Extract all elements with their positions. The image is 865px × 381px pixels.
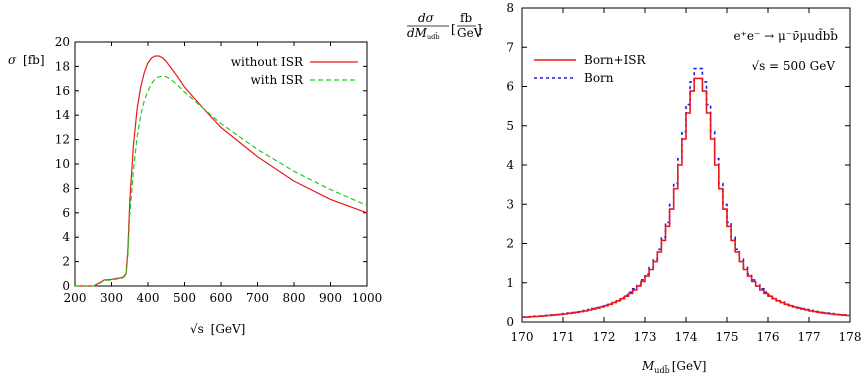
right-chart: 170 171 172 173 174 175 176 177 178 0 1 2 3 4 5 6 7 8 dσ… — [407, 1, 861, 375]
left-chart: 200 300 400 500 600 700 800 900 1000 0 2 4 6 8 10 12 14… — [8, 35, 382, 336]
right-y-tick-label: 2 — [506, 237, 514, 251]
right-y-tick-label: 6 — [506, 80, 514, 94]
right-series-histogram-1 — [522, 67, 850, 318]
left-y-tick-label: 10 — [55, 157, 70, 171]
right-x-tick-label: 172 — [593, 330, 616, 344]
left-series-line-1 — [75, 75, 368, 287]
left-x-tick-label: 400 — [137, 291, 160, 305]
right-x-tick-label: 174 — [675, 330, 698, 344]
left-y-tick-label: 8 — [62, 181, 70, 195]
left-y-tick-label: 20 — [55, 35, 70, 49]
right-x-tick-label: 177 — [798, 330, 821, 344]
right-y-tick-label: 3 — [506, 197, 514, 211]
left-x-tick-label: 600 — [210, 291, 233, 305]
right-y-label-num: dσ — [418, 11, 435, 25]
right-y-label-bracket-close: ] — [477, 22, 482, 36]
left-series-group — [75, 55, 368, 287]
right-series-group — [522, 67, 850, 318]
legend-label-born: Born — [584, 71, 614, 85]
right-plot-frame — [521, 7, 851, 323]
left-x-label: √s [GeV] — [190, 322, 245, 336]
right-x-label: Mudb̄ [GeV] — [641, 359, 706, 375]
energy-label: √s = 500 GeV — [751, 59, 835, 73]
left-x-tick-label: 900 — [319, 291, 342, 305]
left-x-tick-label: 200 — [64, 291, 87, 305]
right-x-tick-label: 173 — [634, 330, 657, 344]
left-series-line-0 — [75, 55, 368, 287]
right-series-histogram-0 — [522, 77, 850, 318]
right-x-tick-label: 170 — [511, 330, 534, 344]
right-x-tick-label: 175 — [716, 330, 739, 344]
right-y-label-unit-den: GeV — [457, 26, 483, 40]
right-y-tick-label: 7 — [506, 40, 514, 54]
left-y-axis: 0 2 4 6 8 10 12 14 16 18 20 — [55, 35, 367, 293]
legend-label-with-isr: with ISR — [251, 73, 304, 87]
right-y-tick-label: 8 — [506, 1, 514, 15]
right-y-tick-label: 0 — [506, 315, 514, 329]
right-y-axis: 0 1 2 3 4 5 6 7 8 — [506, 1, 850, 329]
right-y-label-bracket-open: [ — [451, 22, 456, 36]
legend-label-without-isr: without ISR — [231, 55, 304, 69]
right-x-tick-label: 178 — [839, 330, 862, 344]
left-x-tick-label: 800 — [283, 291, 306, 305]
left-y-tick-label: 14 — [55, 108, 71, 122]
right-y-tick-label: 5 — [506, 119, 514, 133]
left-legend: without ISR with ISR — [231, 55, 358, 87]
left-x-tick-label: 300 — [100, 291, 123, 305]
right-x-axis: 170 171 172 173 174 175 176 177 178 — [511, 8, 862, 344]
right-y-tick-label: 1 — [506, 276, 514, 290]
right-x-tick-label: 176 — [757, 330, 780, 344]
right-y-label: dσ dMudb̄ [ fb GeV ] — [407, 11, 483, 41]
left-x-axis: 200 300 400 500 600 700 800 900 1000 — [64, 42, 383, 305]
left-y-tick-label: 0 — [62, 279, 70, 293]
left-plot-frame — [74, 41, 368, 287]
right-y-label-unit-num: fb — [460, 11, 472, 25]
left-x-tick-label: 1000 — [352, 291, 383, 305]
process-label: e⁺e⁻ → μ⁻ν̄μud̄bb̄ — [733, 27, 838, 43]
right-y-tick-label: 4 — [506, 158, 514, 172]
left-y-label: σ [fb] — [8, 53, 45, 67]
left-x-tick-label: 700 — [246, 291, 269, 305]
left-y-tick-label: 2 — [62, 255, 70, 269]
right-legend: Born+ISR Born — [534, 53, 647, 85]
right-x-tick-label: 171 — [552, 330, 575, 344]
left-y-tick-label: 18 — [55, 59, 70, 73]
right-y-label-den: dMudb̄ — [407, 26, 439, 41]
left-y-tick-label: 16 — [55, 84, 70, 98]
left-y-tick-label: 12 — [55, 133, 70, 147]
left-y-tick-label: 4 — [62, 230, 70, 244]
left-x-tick-label: 500 — [173, 291, 196, 305]
left-y-tick-label: 6 — [62, 206, 70, 220]
legend-label-born-isr: Born+ISR — [584, 53, 647, 67]
